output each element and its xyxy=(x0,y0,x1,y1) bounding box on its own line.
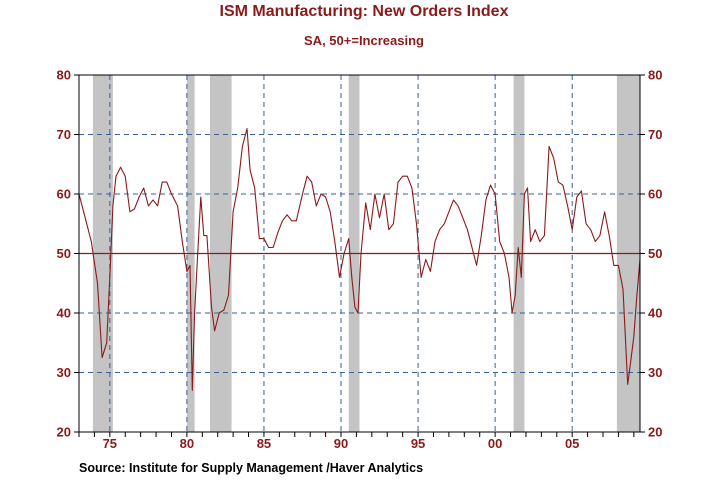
x-axis: 75 80 85 90 95 00 05 xyxy=(78,432,635,451)
series-group xyxy=(78,128,641,391)
source-note: Source: Institute for Supply Management … xyxy=(79,461,423,475)
chart-subtitle: SA, 50+=Increasing xyxy=(304,33,424,48)
x-tick-label-1975: 75 xyxy=(103,436,117,451)
right-tick-label-60: 60 xyxy=(648,187,662,202)
left-tick-label-70: 70 xyxy=(57,127,71,142)
x-tick-label-1980: 80 xyxy=(180,436,194,451)
series-line-1 xyxy=(78,128,641,391)
x-tick-label-2005: 05 xyxy=(565,436,579,451)
x-tick-label-1985: 85 xyxy=(257,436,271,451)
x-tick-label-1995: 95 xyxy=(411,436,425,451)
left-tick-label-30: 30 xyxy=(57,365,71,380)
right-tick-label-20: 20 xyxy=(648,425,662,440)
right-tick-label-80: 80 xyxy=(648,68,662,83)
left-tick-label-20: 20 xyxy=(57,425,71,440)
right-tick-label-30: 30 xyxy=(648,365,662,380)
right-tick-label-50: 50 xyxy=(648,246,662,261)
left-tick-label-80: 80 xyxy=(57,68,71,83)
chart-title: ISM Manufacturing: New Orders Index xyxy=(220,3,509,20)
right-y-axis: 20 30 40 50 60 70 80 xyxy=(640,68,662,440)
gridlines xyxy=(79,75,640,432)
right-tick-label-70: 70 xyxy=(648,127,662,142)
right-tick-label-40: 40 xyxy=(648,306,662,321)
left-y-axis: 20 30 40 50 60 70 80 xyxy=(57,68,79,440)
left-tick-label-60: 60 xyxy=(57,187,71,202)
x-tick-label-1990: 90 xyxy=(334,436,348,451)
left-tick-label-40: 40 xyxy=(57,306,71,321)
left-tick-label-50: 50 xyxy=(57,246,71,261)
x-tick-label-2000: 00 xyxy=(488,436,502,451)
